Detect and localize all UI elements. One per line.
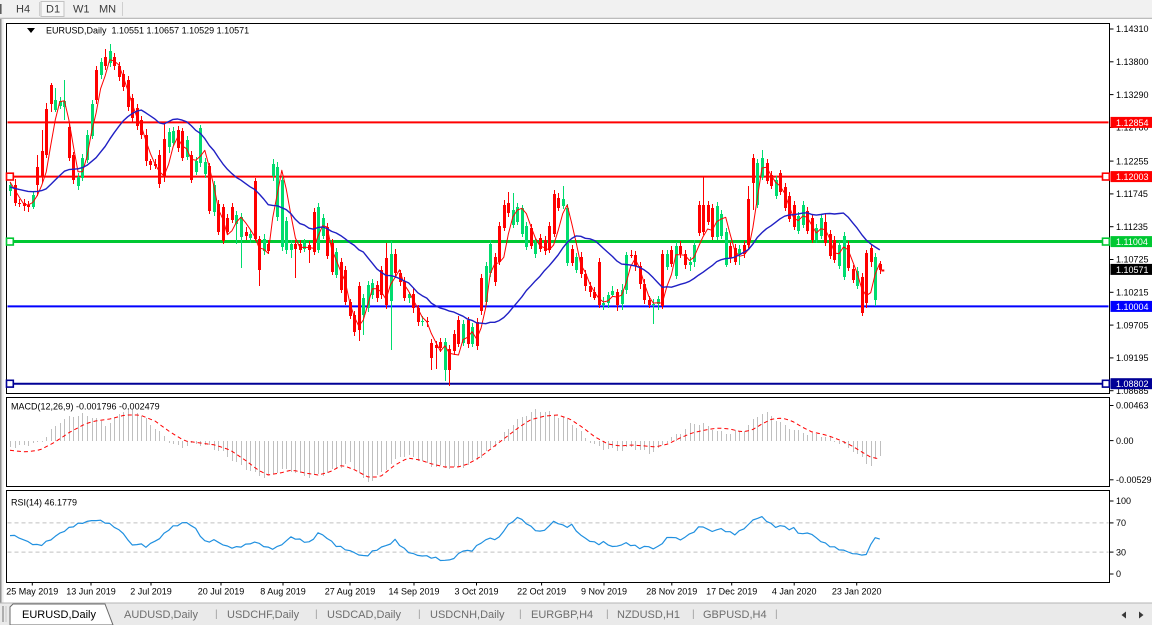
svg-text:MN: MN <box>99 4 116 16</box>
svg-text:1.10215: 1.10215 <box>1116 288 1149 298</box>
svg-text:|: | <box>215 609 218 620</box>
svg-text:9 Nov 2019: 9 Nov 2019 <box>581 587 627 597</box>
svg-text:USDCNH,Daily: USDCNH,Daily <box>430 609 505 621</box>
svg-text:14 Sep 2019: 14 Sep 2019 <box>388 587 439 597</box>
svg-text:MACD(12,26,9) -0.001796 -0.002: MACD(12,26,9) -0.001796 -0.002479 <box>11 402 160 412</box>
svg-text:8 Aug 2019: 8 Aug 2019 <box>260 587 306 597</box>
svg-text:100: 100 <box>1116 496 1131 506</box>
svg-text:USDCAD,Daily: USDCAD,Daily <box>327 609 401 621</box>
svg-text:1.11235: 1.11235 <box>1116 222 1148 232</box>
svg-text:1.12003: 1.12003 <box>1116 172 1149 182</box>
svg-text:30: 30 <box>1116 547 1126 557</box>
svg-text:1.08802: 1.08802 <box>1116 379 1149 389</box>
svg-text:1.13800: 1.13800 <box>1116 57 1149 67</box>
svg-text:EURGBP,H4: EURGBP,H4 <box>531 609 593 621</box>
svg-text:1.08685: 1.08685 <box>1116 386 1149 396</box>
svg-text:1.14310: 1.14310 <box>1116 24 1149 34</box>
svg-text:25 May 2019: 25 May 2019 <box>6 587 58 597</box>
svg-text:H4: H4 <box>16 4 30 16</box>
svg-text:1.10004: 1.10004 <box>1116 302 1149 312</box>
svg-text:27 Aug 2019: 27 Aug 2019 <box>325 587 376 597</box>
svg-text:28 Nov 2019: 28 Nov 2019 <box>646 587 697 597</box>
svg-text:|: | <box>418 609 421 620</box>
svg-text:USDCHF,Daily: USDCHF,Daily <box>227 609 300 621</box>
svg-text:3 Oct 2019: 3 Oct 2019 <box>454 587 498 597</box>
svg-text:22 Oct 2019: 22 Oct 2019 <box>517 587 566 597</box>
svg-text:D1: D1 <box>46 4 60 16</box>
svg-text:EURUSD,Daily: EURUSD,Daily <box>22 609 96 621</box>
svg-text:|: | <box>315 609 318 620</box>
svg-text:|: | <box>606 609 609 620</box>
svg-text:23 Jan 2020: 23 Jan 2020 <box>832 587 882 597</box>
svg-text:1.13290: 1.13290 <box>1116 90 1149 100</box>
svg-text:17 Dec 2019: 17 Dec 2019 <box>706 587 757 597</box>
svg-text:0.00463: 0.00463 <box>1116 401 1149 411</box>
svg-text:2 Jul 2019: 2 Jul 2019 <box>130 587 172 597</box>
svg-text:1.10725: 1.10725 <box>1116 255 1149 265</box>
svg-text:0: 0 <box>1116 569 1121 579</box>
svg-text:GBPUSD,H4: GBPUSD,H4 <box>703 609 767 621</box>
svg-text:4 Jan 2020: 4 Jan 2020 <box>772 587 817 597</box>
svg-text:1.09705: 1.09705 <box>1116 320 1149 330</box>
svg-text:13 Jun 2019: 13 Jun 2019 <box>66 587 116 597</box>
svg-text:|: | <box>775 609 778 620</box>
svg-text:1.11745: 1.11745 <box>1116 189 1148 199</box>
svg-text:EURUSD,Daily 1.10551 1.10657: EURUSD,Daily 1.10551 1.10657 1.10529 1.1… <box>46 26 249 36</box>
svg-text:-0.00529: -0.00529 <box>1116 475 1152 485</box>
svg-text:1.09195: 1.09195 <box>1116 353 1149 363</box>
svg-text:1.12854: 1.12854 <box>1116 118 1149 128</box>
svg-text:|: | <box>692 609 695 620</box>
svg-text:RSI(14) 46.1779: RSI(14) 46.1779 <box>11 498 77 508</box>
svg-text:AUDUSD,Daily: AUDUSD,Daily <box>124 609 198 621</box>
svg-text:0.00: 0.00 <box>1116 436 1134 446</box>
svg-text:1.10571: 1.10571 <box>1116 265 1149 275</box>
svg-text:70: 70 <box>1116 518 1126 528</box>
svg-text:NZDUSD,H1: NZDUSD,H1 <box>617 609 680 621</box>
svg-text:1.11004: 1.11004 <box>1116 237 1148 247</box>
svg-text:1.12255: 1.12255 <box>1116 156 1149 166</box>
svg-text:W1: W1 <box>73 4 90 16</box>
svg-text:|: | <box>519 609 522 620</box>
svg-text:20 Jul 2019: 20 Jul 2019 <box>198 587 245 597</box>
